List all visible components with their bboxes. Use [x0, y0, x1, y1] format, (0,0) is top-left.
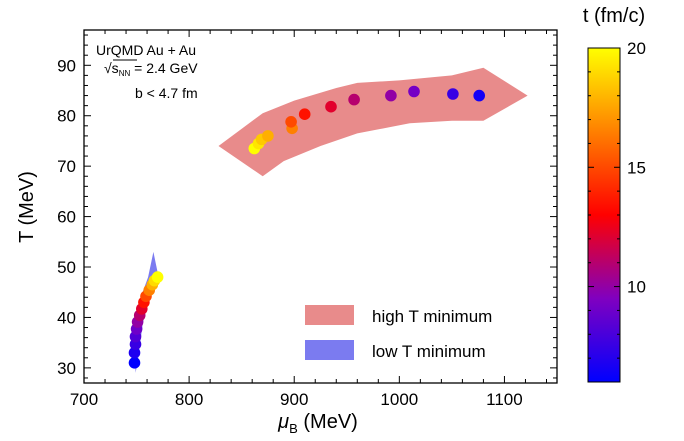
bands-layer: [134, 67, 528, 373]
y-tick-label: 70: [57, 157, 76, 176]
colorbar-label: t (fm/c): [583, 5, 645, 27]
x-axis-label: μB (MeV): [277, 411, 358, 436]
y-tick-label: 30: [57, 359, 76, 378]
y-tick-label: 40: [57, 308, 76, 327]
x-tick-label: 700: [70, 390, 98, 409]
legend: high T minimum low T minimum: [305, 305, 492, 361]
annotation-line2: √sNN = 2.4 GeV: [104, 60, 198, 78]
x-tick-label: 1100: [486, 390, 523, 409]
data-point: [151, 271, 164, 283]
x-tick-label: 1000: [380, 390, 418, 409]
data-point: [262, 130, 274, 142]
x-tick-label: 900: [280, 390, 308, 409]
annotation: UrQMD Au + Au √sNN = 2.4 GeV b < 4.7 fm: [96, 42, 198, 101]
data-point: [447, 88, 459, 100]
y-tick-label: 80: [57, 107, 76, 126]
legend-swatch-high: [305, 305, 354, 325]
data-point: [408, 85, 420, 98]
colorbar-tick-label: 10: [627, 278, 646, 297]
x-tick-label: 800: [175, 390, 203, 409]
colorbar-gradient: [587, 47, 621, 383]
data-point: [385, 89, 397, 102]
y-axis-label: T (MeV): [16, 171, 38, 243]
legend-label-high: high T minimum: [372, 307, 492, 326]
colorbar: 10 15 20 t (fm/c): [583, 5, 646, 383]
data-point: [325, 100, 337, 113]
colorbar-ticks: 10 15 20: [588, 39, 646, 359]
points-layer: [128, 85, 486, 369]
band-high-t: [218, 67, 528, 177]
data-point: [128, 346, 141, 359]
ticks-layer: 700 800 900 1000 1100 30 40 50 60 70 80 90: [57, 30, 557, 409]
y-tick-label: 50: [57, 258, 76, 277]
annotation-line3: b < 4.7 fm: [135, 85, 198, 101]
y-tick-label: 60: [57, 208, 76, 227]
colorbar-tick-label: 15: [627, 158, 646, 177]
data-point: [128, 357, 141, 369]
legend-swatch-low: [305, 340, 354, 360]
data-point: [298, 108, 311, 120]
data-point: [285, 116, 297, 128]
legend-label-low: low T minimum: [372, 342, 486, 361]
annotation-line1: UrQMD Au + Au: [96, 42, 196, 58]
colorbar-tick-label: 20: [627, 39, 646, 58]
data-point: [473, 89, 486, 102]
data-point: [348, 93, 360, 106]
y-tick-label: 90: [57, 56, 76, 75]
